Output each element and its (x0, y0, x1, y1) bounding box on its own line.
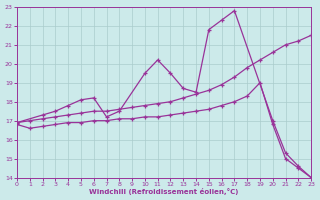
X-axis label: Windchill (Refroidissement éolien,°C): Windchill (Refroidissement éolien,°C) (89, 188, 239, 195)
